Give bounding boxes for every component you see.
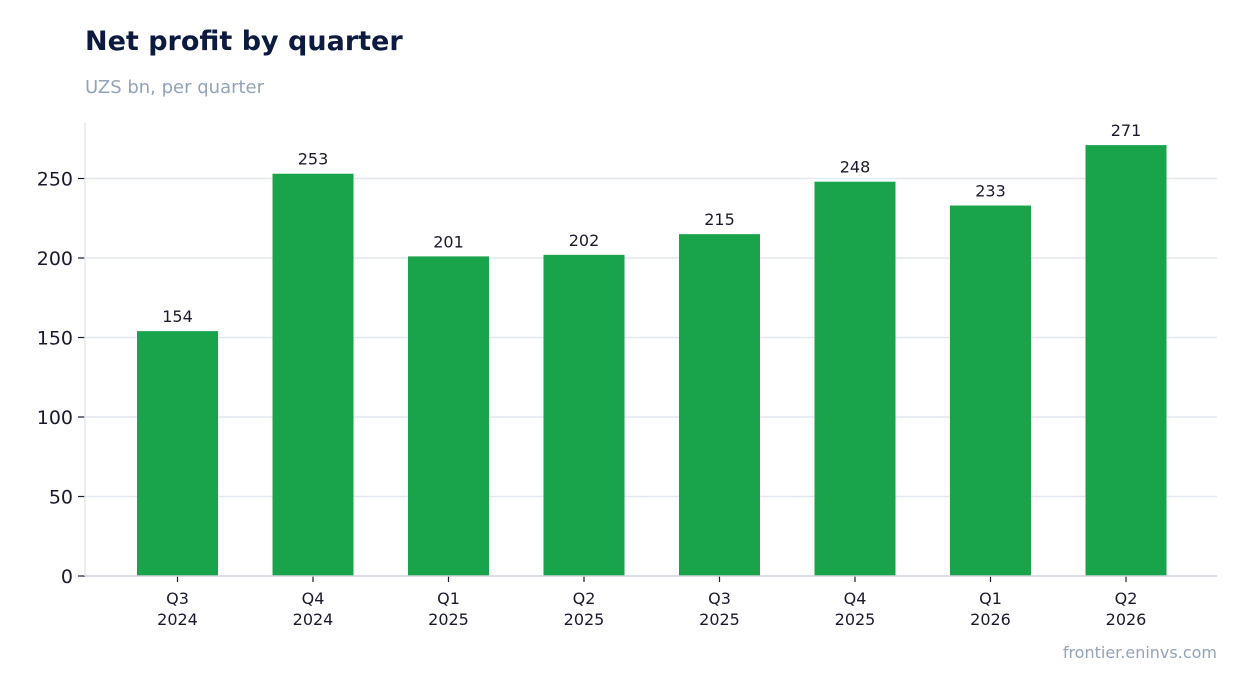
y-tick-label: 100 (37, 407, 73, 429)
bar (408, 256, 489, 576)
data-label: 215 (704, 210, 735, 229)
y-tick-label: 0 (61, 566, 73, 588)
data-label: 233 (975, 182, 1006, 201)
data-label: 201 (433, 232, 464, 251)
x-tick-label-year: 2026 (970, 610, 1011, 629)
x-tick-label-year: 2026 (1106, 610, 1147, 629)
x-tick-label-quarter: Q2 (573, 589, 596, 608)
x-tick-label-quarter: Q4 (844, 589, 867, 608)
x-tick-label-quarter: Q3 (708, 589, 731, 608)
x-tick-label-quarter: Q1 (437, 589, 460, 608)
x-tick-label-quarter: Q2 (1115, 589, 1138, 608)
x-tick-label-year: 2025 (564, 610, 605, 629)
bar (543, 254, 625, 576)
x-tick-label-year: 2025 (699, 610, 740, 629)
x-tick-label-quarter: Q3 (166, 589, 189, 608)
data-label: 253 (298, 150, 329, 169)
x-tick-label-year: 2025 (835, 610, 876, 629)
bar (950, 205, 1031, 576)
bar (1085, 145, 1167, 577)
data-label: 248 (840, 158, 871, 177)
x-tick-label-quarter: Q1 (979, 589, 1002, 608)
data-label: 271 (1111, 121, 1142, 140)
bar (679, 234, 760, 576)
x-tick-label-year: 2024 (157, 610, 198, 629)
y-tick-label: 250 (37, 169, 73, 191)
chart-title: Net profit by quarter (85, 26, 403, 57)
chart-subtitle: UZS bn, per quarter (85, 77, 265, 98)
source-link[interactable]: frontier.eninvs.com (1062, 643, 1217, 662)
x-tick-label-year: 2024 (293, 610, 334, 629)
bar (137, 331, 218, 576)
x-tick-label-quarter: Q4 (302, 589, 325, 608)
x-tick-label-year: 2025 (428, 610, 469, 629)
y-tick-label: 200 (37, 248, 73, 270)
bar (814, 181, 896, 576)
data-label: 202 (569, 231, 600, 250)
y-tick-label: 150 (37, 328, 73, 350)
data-label: 154 (162, 307, 193, 326)
bar (272, 173, 354, 577)
y-tick-label: 50 (49, 487, 73, 509)
